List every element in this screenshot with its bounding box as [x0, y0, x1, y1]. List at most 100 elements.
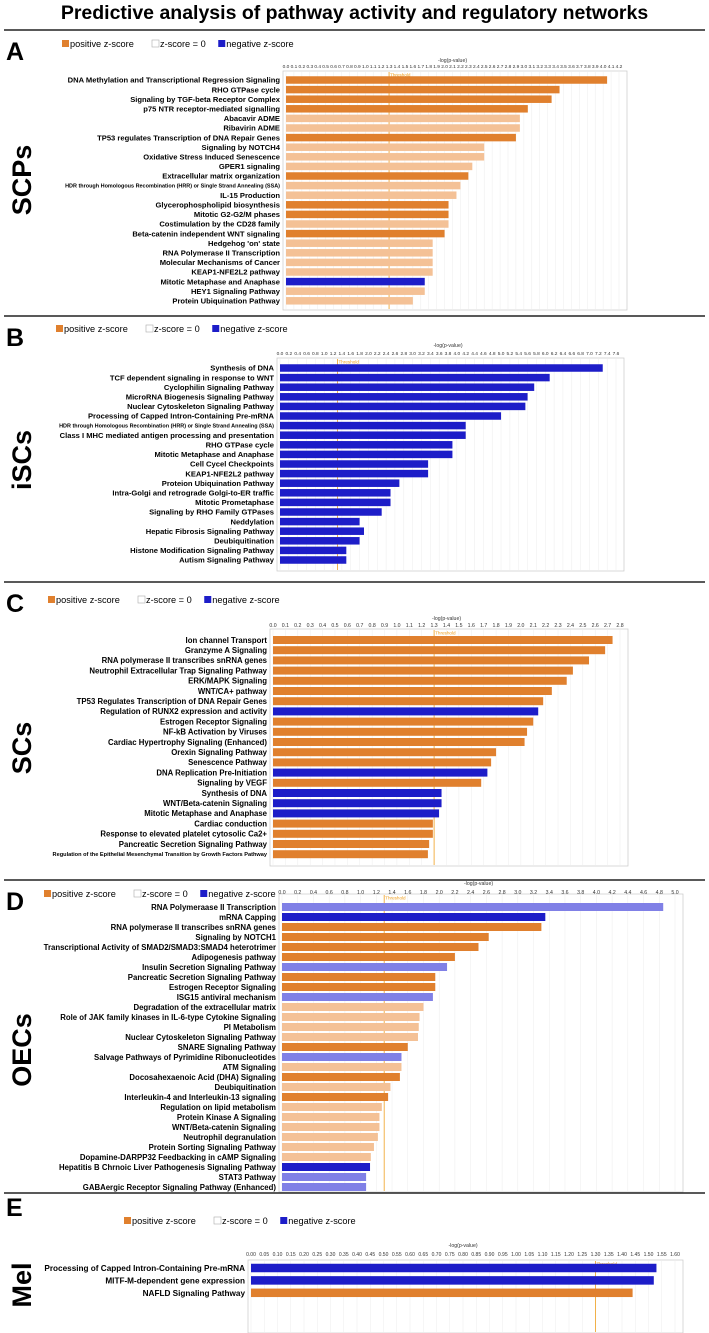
- panel-d-bar: [282, 1013, 420, 1021]
- panel-d-tick-label: 3.6: [561, 890, 568, 896]
- panel-c-tick-label: 0.9: [381, 623, 388, 629]
- panel-d-tick-label: 0.0: [278, 890, 285, 896]
- panel-e-tick-label: 1.25: [577, 1252, 587, 1258]
- panel-e-group-label: Mel: [7, 1262, 37, 1307]
- panel-d-legend-positive-swatch: [44, 890, 51, 897]
- panel-d-tick-label: 4.0: [593, 890, 600, 896]
- panel-d-tick-label: 2.8: [498, 890, 505, 896]
- panel-d-bar: [282, 993, 433, 1001]
- panel-a-tick-label: 1.4: [394, 64, 401, 70]
- panel-b-category-label: Neddylation: [231, 517, 275, 526]
- panel-a-category-label: Mitotic G2-G2/M phases: [194, 210, 280, 219]
- panel-e-category-label: MITF-M-dependent gene expression: [105, 1276, 245, 1285]
- panel-c-bar: [273, 676, 567, 685]
- panel-e-tick-label: 0.65: [418, 1252, 428, 1258]
- panel-c-category-label: Pancreatic Secretion Signaling Pathway: [119, 840, 268, 849]
- panel-d-category-label: Docosahexaenoic Acid (DHA) Signaling: [129, 1073, 276, 1082]
- panel-c-category-label: TP53 Regulates Transcription of DNA Repa…: [77, 697, 268, 706]
- panel-c-tick-label: 2.8: [616, 623, 623, 629]
- panel-b-tick-label: 5.8: [533, 351, 540, 357]
- panel-c-bar: [273, 656, 590, 665]
- panel-e-axis-title: -log(p-value): [448, 1243, 477, 1249]
- panel-a-bar: [286, 297, 413, 305]
- panel-e-tick-label: 0.00: [246, 1252, 256, 1258]
- panel-e-tick-label: 0.20: [299, 1252, 309, 1258]
- panel-b-category-label: Nuclear Cytoskeleton Signaling Pathway: [127, 402, 275, 411]
- panel-d-tick-label: 1.6: [404, 890, 411, 896]
- panel-b-tick-label: 1.0: [321, 351, 328, 357]
- panel-a-bar: [286, 153, 485, 161]
- panel-c-tick-label: 0.4: [319, 623, 326, 629]
- panel-c-bar: [273, 646, 606, 655]
- panel-c-category-label: Senescence Pathway: [188, 758, 268, 767]
- panel-a-tick-label: 2.0: [441, 64, 448, 70]
- panel-b-tick-label: 5.6: [524, 351, 531, 357]
- panel-d-tick-label: 3.2: [530, 890, 537, 896]
- panel-a-bar: [286, 162, 473, 171]
- panel-e-legend-positive-swatch: [124, 1217, 131, 1224]
- panel-b-bar: [280, 431, 466, 439]
- panel-a-bar: [286, 287, 425, 295]
- panel-d-category-label: Nuclear Cytoskeleton Signaling Pathway: [125, 1033, 276, 1042]
- panel-a-category-label: HEY1 Signaling Pathway: [191, 287, 281, 296]
- panel-c-category-label: Response to elevated platelet cytosolic …: [100, 830, 267, 839]
- panel-a-category-label: Oxidative Stress Induced Senescence: [143, 153, 280, 162]
- panel-d-category-label: Protein Sorting Signaling Pathway: [149, 1143, 277, 1152]
- panel-d-tick-label: 3.0: [514, 890, 521, 896]
- panel-b-category-label: MicroRNA Biogenesis Signaling Pathway: [126, 393, 275, 402]
- panel-c-legend-positive-swatch: [48, 596, 55, 603]
- panel-b-tick-label: 5.4: [515, 351, 522, 357]
- panel-b-legend-negative-label: negative z-score: [220, 324, 287, 334]
- panel-b-category-label: Cell Cycel Checkpoints: [190, 460, 274, 469]
- panel-d-bar: [282, 1043, 408, 1051]
- panel-a-tick-label: 3.2: [536, 64, 543, 70]
- panel-a-category-label: Abacavir ADME: [224, 114, 280, 123]
- panel-a-tick-label: 1.7: [417, 64, 424, 70]
- panel-c-legend-zero-label: z-score = 0: [146, 595, 192, 605]
- panel-a-category-label: Glycerophospholipid biosynthesis: [156, 201, 280, 210]
- panel-d-tick-label: 0.4: [310, 890, 317, 896]
- panel-c-category-label: Signaling by VEGF: [197, 779, 267, 788]
- panel-a-bar: [286, 181, 461, 190]
- panel-d-bar: [282, 1153, 371, 1161]
- panel-a-tick-label: 2.9: [513, 64, 520, 70]
- panel-a-tick-label: 1.5: [402, 64, 409, 70]
- panel-a-tick-label: 0.7: [338, 64, 345, 70]
- panel-c-category-label: DNA Replication Pre-Initiation: [156, 768, 267, 777]
- panel-c-bar: [273, 707, 539, 716]
- panel-a-bar: [286, 239, 433, 247]
- panel-b-category-label: Synthesis of DNA: [210, 364, 274, 373]
- panel-c-bar: [273, 850, 428, 859]
- panel-c-bar: [273, 727, 528, 736]
- panel-c-bar: [273, 687, 552, 695]
- panel-b-bar: [280, 546, 347, 555]
- panel-b-bar: [280, 421, 466, 430]
- panel-b-category-label: KEAP1-NFE2L2 pathway: [185, 469, 274, 478]
- panel-a-tick-label: 3.6: [568, 64, 575, 70]
- panel-b-legend-zero-label: z-score = 0: [154, 324, 200, 334]
- panel-b-legend-zero-swatch: [145, 324, 154, 333]
- panel-c-tick-label: 0.6: [344, 623, 351, 629]
- panel-a-bar: [286, 249, 433, 257]
- panel-b-tick-label: 5.0: [498, 351, 505, 357]
- panel-d-tick-label: 1.4: [388, 890, 395, 896]
- panel-d-tick-label: 5.0: [671, 890, 678, 896]
- panel-a-bar: [286, 210, 449, 219]
- panel-c-tick-label: 0.2: [294, 623, 301, 629]
- panel-a-tick-label: 0.1: [291, 64, 298, 70]
- panel-e-tick-label: 1.45: [630, 1252, 640, 1258]
- panel-a-bar: [286, 95, 552, 103]
- panel-d-legend-negative-label: negative z-score: [208, 889, 275, 899]
- panel-d-bar: [282, 913, 546, 921]
- panel-e-category-label: Processing of Capped Intron-Containing P…: [44, 1264, 245, 1273]
- panel-b-tick-label: 3.0: [409, 351, 416, 357]
- panel-b-category-label: Hepatic Fibrosis Signaling Pathway: [146, 527, 275, 536]
- panel-b-tick-label: 7.0: [586, 351, 593, 357]
- panel-c-category-label: Cardiac conduction: [194, 819, 267, 828]
- panel-a-bar: [286, 85, 560, 94]
- panel-a-bar: [286, 133, 516, 142]
- panel-c-tick-label: 1.9: [505, 623, 512, 629]
- panel-b-tick-label: 0.6: [303, 351, 310, 357]
- panel-a-bar: [286, 191, 457, 199]
- panel-d-tick-label: 4.2: [609, 890, 616, 896]
